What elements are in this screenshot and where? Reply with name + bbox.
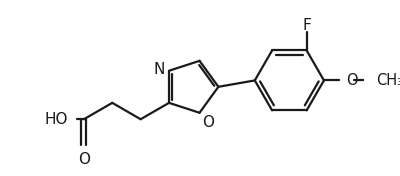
- Text: CH₃: CH₃: [376, 73, 400, 88]
- Text: N: N: [153, 62, 164, 77]
- Text: O: O: [346, 73, 358, 88]
- Text: O: O: [202, 115, 214, 130]
- Text: O: O: [78, 152, 90, 167]
- Text: F: F: [302, 17, 311, 33]
- Text: HO: HO: [44, 112, 68, 127]
